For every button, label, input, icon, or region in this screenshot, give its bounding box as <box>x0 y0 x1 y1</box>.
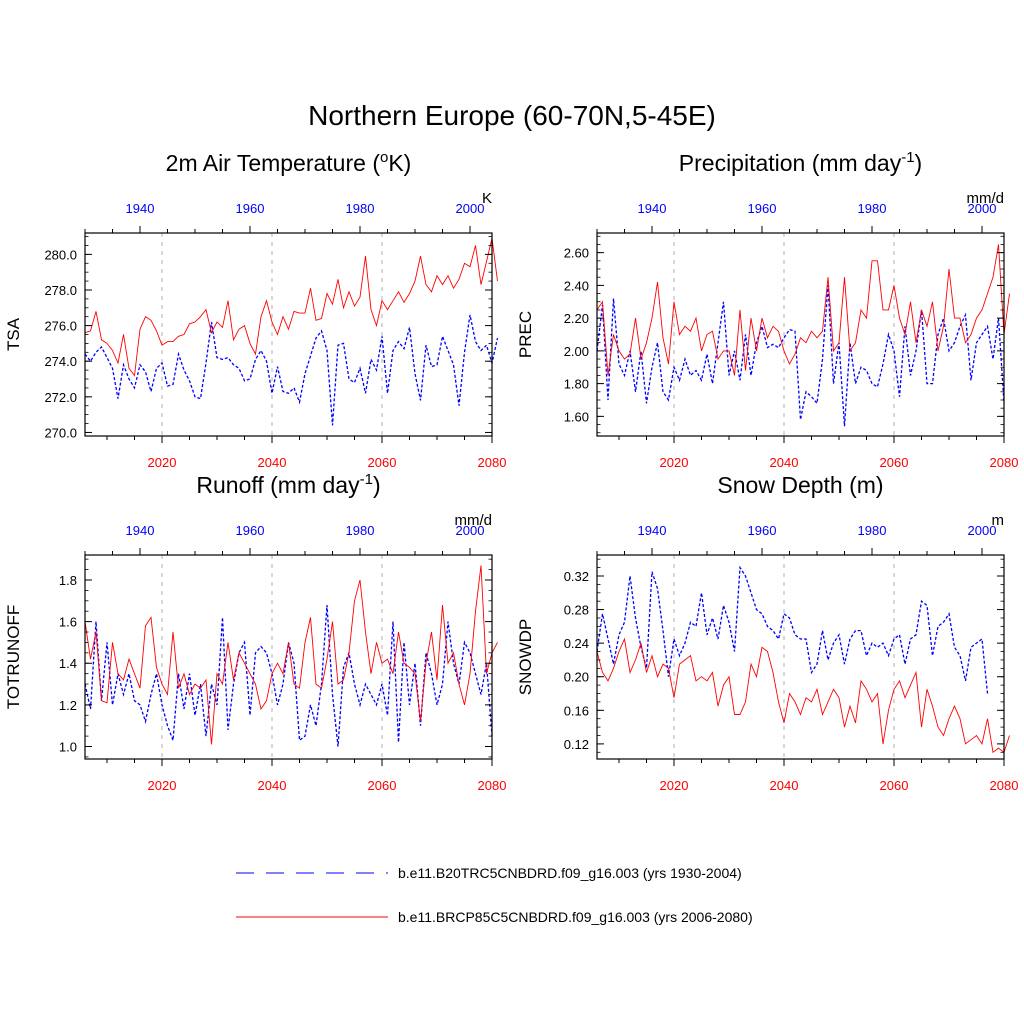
legend: b.e11.B20TRC5CNBDRD.f09_g16.003 (yrs 193… <box>236 865 753 925</box>
y-tick-label: 1.0 <box>59 740 77 755</box>
y-tick-label: 0.12 <box>564 737 589 752</box>
y-axis-label-runoff: TOTRUNOFF <box>4 605 23 710</box>
y-tick-label: 274.0 <box>44 354 77 369</box>
y-tick-label: 0.32 <box>564 569 589 584</box>
units-label-precipitation: mm/d <box>967 190 1005 207</box>
x-top-tick-label: 1960 <box>236 523 265 538</box>
y-tick-label: 1.2 <box>59 698 77 713</box>
panel-precipitation: Precipitation (mm day-1) mm/d PREC 1.60 1.80… <box>516 149 1018 470</box>
y-axis-label-temperature: TSA <box>4 317 23 351</box>
main-title: Northern Europe (60-70N,5-45E) <box>308 100 716 131</box>
x-bottom-tick-label: 2040 <box>258 455 287 470</box>
units-label-temperature: K <box>482 190 492 207</box>
plot-frame <box>596 554 1005 760</box>
panel-runoff: Runoff (mm day-1) mm/d TOTRUNOFF 1.0 1.2 1.4 1… <box>4 471 506 793</box>
series-line-historical <box>596 285 1005 427</box>
series-line-historical <box>596 565 989 694</box>
y-tick-label: 278.0 <box>44 283 77 298</box>
x-top-tick-label: 1960 <box>236 201 265 216</box>
x-bottom-tick-label: 2020 <box>660 455 689 470</box>
x-top-tick-label: 1960 <box>748 201 777 216</box>
units-label-snow-depth: m <box>992 512 1005 529</box>
plot-frame <box>596 232 1005 437</box>
y-tick-label: 0.20 <box>564 670 589 685</box>
y-tick-label: 1.60 <box>564 409 589 424</box>
plot-frame <box>84 554 493 760</box>
x-bottom-tick-label: 2040 <box>258 778 287 793</box>
x-bottom-tick-label: 2080 <box>990 778 1019 793</box>
x-bottom-tick-label: 2060 <box>368 455 397 470</box>
y-tick-label: 2.20 <box>564 311 589 326</box>
units-label-runoff: mm/d <box>455 512 493 529</box>
x-top-tick-label: 1980 <box>346 201 375 216</box>
x-bottom-tick-label: 2040 <box>770 778 799 793</box>
x-top-tick-label: 2000 <box>968 201 997 216</box>
panel-title-snow-depth: Snow Depth (m) <box>717 472 883 498</box>
x-top-tick-label: 1940 <box>638 523 667 538</box>
x-bottom-tick-label: 2040 <box>770 455 799 470</box>
y-axis-label-snow-depth: SNOWDP <box>516 619 535 696</box>
y-tick-label: 0.24 <box>564 636 589 651</box>
x-bottom-tick-label: 2020 <box>660 778 689 793</box>
y-tick-label: 272.0 <box>44 390 77 405</box>
x-bottom-tick-label: 2060 <box>880 778 909 793</box>
panel-title-runoff: Runoff (mm day-1) <box>196 471 380 498</box>
y-tick-label: 280.0 <box>44 247 77 262</box>
x-top-tick-label: 1940 <box>126 523 155 538</box>
x-top-tick-label: 1980 <box>346 523 375 538</box>
x-top-tick-label: 1980 <box>858 523 887 538</box>
x-top-tick-label: 2000 <box>456 523 485 538</box>
panel-title-precipitation: Precipitation (mm day-1) <box>679 149 922 176</box>
y-tick-label: 1.4 <box>59 656 77 671</box>
y-tick-label: 276.0 <box>44 319 77 334</box>
series-line-historical <box>84 314 499 426</box>
legend-label-historical: b.e11.B20TRC5CNBDRD.f09_g16.003 (yrs 193… <box>398 865 742 881</box>
y-tick-label: 1.8 <box>59 573 77 588</box>
x-top-tick-label: 1940 <box>638 201 667 216</box>
y-tick-label: 0.16 <box>564 703 589 718</box>
y-tick-label: 2.40 <box>564 278 589 293</box>
legend-label-future: b.e11.BRCP85C5CNBDRD.f09_g16.003 (yrs 20… <box>398 909 753 925</box>
x-top-tick-label: 2000 <box>456 201 485 216</box>
x-bottom-tick-label: 2060 <box>368 778 397 793</box>
panel-snow-depth: Snow Depth (m) m SNOWDP 0.12 0.16 0.20 0.24 0.2… <box>516 472 1018 793</box>
panel-temperature: 2m Air Temperature (oK) K TSA 270.0 272.0 274… <box>4 149 506 470</box>
y-tick-label: 2.60 <box>564 246 589 261</box>
x-bottom-tick-label: 2080 <box>990 455 1019 470</box>
series-line-historical <box>84 604 493 747</box>
series-line-future <box>596 637 1010 754</box>
y-tick-label: 270.0 <box>44 425 77 440</box>
y-tick-label: 1.80 <box>564 377 589 392</box>
y-axis-label-precipitation: PREC <box>516 311 535 358</box>
y-tick-label: 1.6 <box>59 615 77 630</box>
x-bottom-tick-label: 2080 <box>478 778 507 793</box>
panel-title-temperature: 2m Air Temperature (oK) <box>166 149 412 176</box>
x-bottom-tick-label: 2020 <box>148 778 177 793</box>
x-bottom-tick-label: 2080 <box>478 455 507 470</box>
x-top-tick-label: 2000 <box>968 523 997 538</box>
x-top-tick-label: 1980 <box>858 201 887 216</box>
y-tick-label: 2.00 <box>564 344 589 359</box>
series-line-future <box>596 244 1010 376</box>
x-bottom-tick-label: 2020 <box>148 455 177 470</box>
y-tick-label: 0.28 <box>564 603 589 618</box>
x-top-tick-label: 1960 <box>748 523 777 538</box>
series-line-future <box>84 238 498 377</box>
plot-frame <box>84 232 493 437</box>
x-bottom-tick-label: 2060 <box>880 455 909 470</box>
x-top-tick-label: 1940 <box>126 201 155 216</box>
series-line-future <box>84 565 498 745</box>
